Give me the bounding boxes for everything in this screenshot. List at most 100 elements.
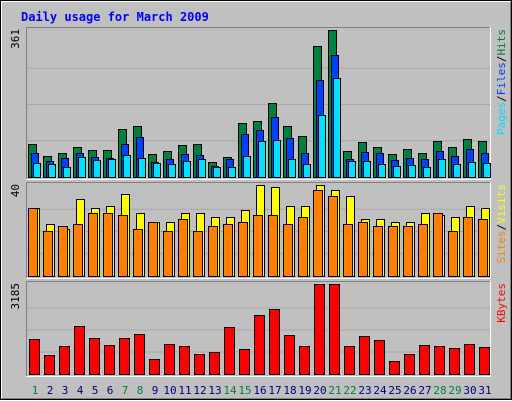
bar-sites-day-14	[223, 224, 233, 277]
bar-sites-day-1	[28, 208, 38, 277]
bar-kbytes-day-15	[239, 349, 250, 375]
bar-kbytes-day-2	[44, 355, 55, 375]
day-label-11: 11	[178, 384, 191, 397]
day-label-14: 14	[223, 384, 237, 397]
bar-kbytes-day-25	[389, 361, 400, 375]
bar-sites-day-2	[43, 231, 53, 277]
bar-kbytes-day-30	[464, 344, 475, 375]
day-label-24: 24	[373, 384, 387, 397]
bar-kbytes-day-17	[269, 309, 280, 375]
legend-item: /	[495, 224, 508, 231]
bar-sites-day-3	[58, 226, 68, 277]
day-label-25: 25	[388, 384, 401, 397]
bar-kbytes-day-7	[119, 338, 130, 375]
bar-pages-day-27	[423, 167, 431, 178]
bar-kbytes-day-12	[194, 354, 205, 375]
day-label-17: 17	[268, 384, 281, 397]
bar-sites-day-18	[283, 224, 293, 277]
bar-pages-day-13	[213, 167, 221, 178]
bar-kbytes-day-24	[374, 340, 385, 375]
day-label-13: 13	[208, 384, 221, 397]
legend-kbytes: KBytes	[495, 283, 508, 323]
bar-kbytes-day-11	[179, 346, 190, 375]
bar-pages-day-17	[273, 140, 281, 178]
bar-pages-day-1	[33, 163, 41, 178]
bar-pages-day-21	[333, 78, 341, 178]
bar-pages-day-4	[78, 157, 86, 178]
bar-pages-day-31	[483, 163, 491, 178]
bar-pages-day-25	[393, 166, 401, 178]
legend-item: /	[495, 56, 508, 63]
bar-pages-day-26	[408, 165, 416, 178]
day-label-15: 15	[238, 384, 251, 397]
bar-sites-day-11	[178, 219, 188, 277]
bar-sites-day-5	[88, 213, 98, 277]
legend-item: Sites	[495, 230, 508, 263]
bar-pages-day-10	[168, 164, 176, 178]
day-label-9: 9	[152, 384, 159, 397]
bar-kbytes-day-20	[314, 284, 325, 375]
bar-pages-day-12	[198, 159, 206, 178]
bar-sites-day-24	[373, 226, 383, 277]
bar-kbytes-day-18	[284, 335, 295, 375]
day-label-6: 6	[107, 384, 114, 397]
bar-kbytes-day-6	[104, 345, 115, 375]
bar-sites-day-4	[73, 224, 83, 277]
bar-kbytes-day-22	[344, 346, 355, 375]
day-label-18: 18	[283, 384, 296, 397]
bar-pages-day-2	[48, 164, 56, 178]
day-label-21: 21	[328, 384, 341, 397]
bar-pages-day-3	[63, 167, 71, 178]
legend-item: /	[495, 95, 508, 102]
bar-sites-day-26	[403, 226, 413, 277]
y-max-label-kbytes: 3185	[9, 283, 22, 310]
day-label-22: 22	[343, 384, 356, 397]
bar-kbytes-day-5	[89, 338, 100, 375]
bar-pages-day-7	[123, 155, 131, 178]
bar-kbytes-day-26	[404, 354, 415, 375]
bar-sites-day-21	[328, 196, 338, 277]
bar-sites-day-20	[313, 190, 323, 277]
bar-sites-day-19	[298, 217, 308, 277]
bar-kbytes-day-13	[209, 352, 220, 375]
bar-pages-day-18	[288, 159, 296, 178]
bar-sites-day-30	[463, 217, 473, 277]
bar-sites-day-8	[133, 229, 143, 277]
legend-item: KBytes	[495, 283, 508, 323]
legend-item: Files	[495, 62, 508, 95]
bar-kbytes-day-23	[359, 336, 370, 375]
day-label-28: 28	[433, 384, 446, 397]
legend-item: Visits	[495, 184, 508, 224]
bar-sites-day-23	[358, 222, 368, 277]
day-label-19: 19	[298, 384, 311, 397]
bar-kbytes-day-9	[149, 359, 160, 375]
bar-pages-day-8	[138, 158, 146, 178]
bar-pages-day-11	[183, 161, 191, 178]
bar-sites-day-9	[148, 222, 158, 277]
day-label-16: 16	[253, 384, 266, 397]
bar-kbytes-day-16	[254, 315, 265, 375]
bar-sites-day-31	[478, 219, 488, 277]
bar-kbytes-day-3	[59, 346, 70, 375]
bar-pages-day-24	[378, 164, 386, 178]
bar-kbytes-day-10	[164, 344, 175, 375]
legend-item: Pages	[495, 102, 508, 135]
bar-pages-day-29	[453, 164, 461, 178]
day-label-12: 12	[193, 384, 206, 397]
bar-sites-day-12	[193, 231, 203, 277]
y-max-label-hits-files-pages: 361	[9, 29, 22, 49]
bar-pages-day-6	[108, 159, 116, 178]
y-max-label-visits-sites: 40	[9, 184, 22, 197]
day-label-30: 30	[463, 384, 476, 397]
day-label-2: 2	[47, 384, 54, 397]
bar-pages-day-28	[438, 159, 446, 178]
bar-kbytes-day-21	[329, 284, 340, 375]
day-label-10: 10	[163, 384, 176, 397]
bar-pages-day-19	[303, 164, 311, 178]
bar-pages-day-22	[348, 161, 356, 178]
bar-kbytes-day-8	[134, 334, 145, 375]
bar-kbytes-day-27	[419, 345, 430, 375]
bar-sites-day-13	[208, 226, 218, 277]
bar-sites-day-16	[253, 215, 263, 277]
